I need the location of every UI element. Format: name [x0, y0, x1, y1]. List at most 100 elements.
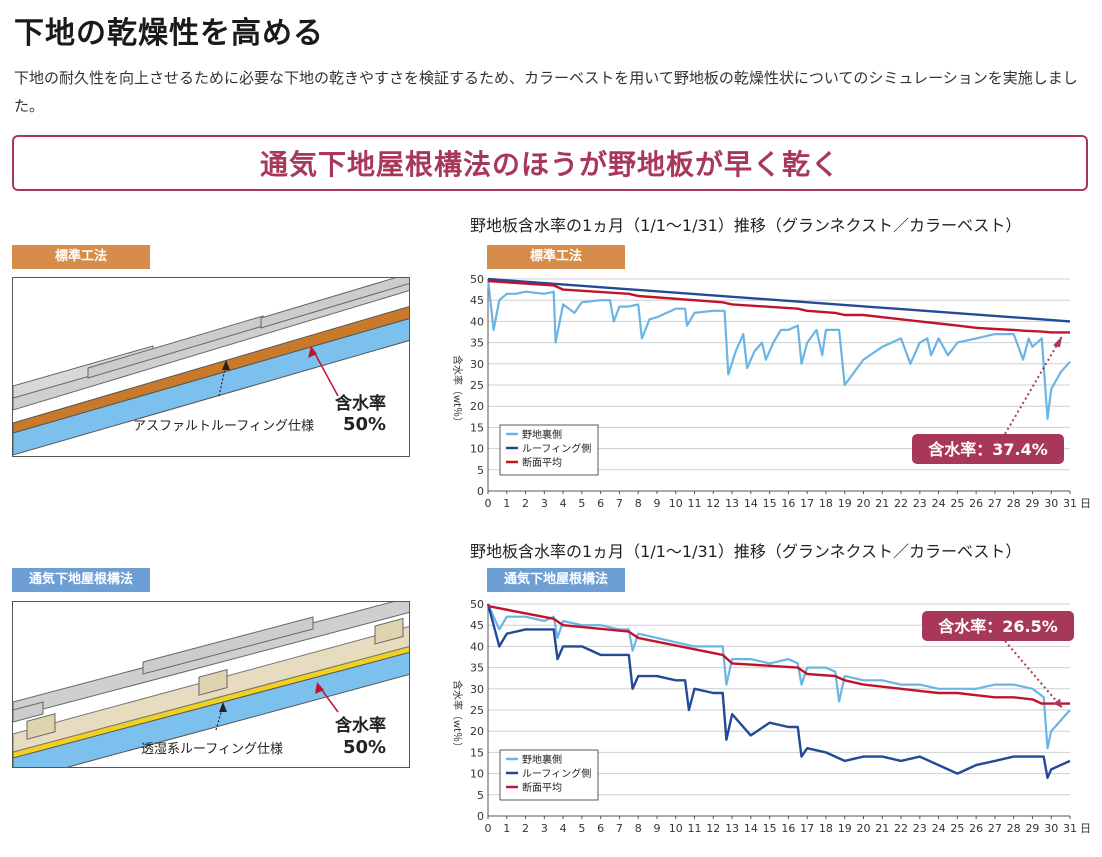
x-tick-label: 31	[1063, 822, 1077, 835]
x-tick-label: 20	[856, 497, 870, 510]
x-tick-label: 30	[1044, 497, 1058, 510]
x-tick-label: 13	[725, 822, 739, 835]
x-tick-label: 21	[875, 822, 889, 835]
x-tick-label: 27	[988, 497, 1002, 510]
annotation-box	[912, 434, 1064, 464]
y-tick-label: 30	[470, 683, 484, 696]
chart-standard-tag: 標準工法	[487, 245, 625, 269]
x-tick-label: 28	[1007, 822, 1021, 835]
x-tick-label: 22	[894, 497, 908, 510]
x-tick-label: 10	[669, 497, 683, 510]
x-tick-label: 30	[1044, 822, 1058, 835]
moisture-value: 50%	[343, 414, 386, 435]
x-tick-label: 17	[800, 822, 814, 835]
y-tick-label: 50	[470, 273, 484, 286]
roofing-spec-label: アスファルトルーフィング仕様	[133, 419, 314, 434]
x-tick-label: 12	[706, 822, 720, 835]
x-tick-label: 16	[781, 822, 795, 835]
x-tick-label: 17	[800, 497, 814, 510]
y-tick-label: 45	[470, 294, 484, 307]
x-unit-label: 日	[1080, 497, 1090, 510]
annotation-text: 含水率：26.5%	[938, 617, 1058, 636]
y-tick-label: 25	[470, 704, 484, 717]
x-tick-label: 25	[950, 822, 964, 835]
moisture-label: 含水率	[335, 715, 386, 736]
x-tick-label: 2	[522, 497, 529, 510]
y-tick-label: 20	[470, 725, 484, 738]
x-tick-label: 4	[560, 497, 567, 510]
x-tick-label: 8	[635, 497, 642, 510]
x-tick-label: 24	[932, 822, 946, 835]
x-tick-label: 6	[597, 497, 604, 510]
legend-label: 断面平均	[522, 456, 562, 469]
roofing-spec-label: 透湿系ルーフィング仕様	[141, 742, 283, 757]
x-tick-label: 16	[781, 497, 795, 510]
chart-title: 野地板含水率の1ヵ月（1/1〜1/31）推移（グランネクスト／カラーベスト）	[470, 216, 1022, 235]
y-tick-label: 10	[470, 443, 484, 456]
x-tick-label: 5	[578, 822, 585, 835]
y-tick-label: 25	[470, 379, 484, 392]
ventilated-roof-illustration: 透湿系ルーフィング仕様 含水率 50%	[13, 602, 409, 767]
x-tick-label: 2	[522, 822, 529, 835]
chart-ventilated-tag: 通気下地屋根構法	[487, 568, 625, 592]
series-line-3	[487, 604, 1070, 705]
chart-title: 野地板含水率の1ヵ月（1/1〜1/31）推移（グランネクスト／カラーベスト）	[470, 542, 1022, 561]
legend-label: 断面平均	[522, 781, 562, 794]
ventilated-roof-diagram: 透湿系ルーフィング仕様 含水率 50%	[12, 601, 410, 768]
x-tick-label: 3	[541, 822, 548, 835]
x-tick-label: 28	[1007, 497, 1021, 510]
y-tick-label: 40	[470, 640, 484, 653]
x-unit-label: 日	[1080, 822, 1090, 835]
x-tick-label: 18	[819, 822, 833, 835]
annotation-callout: 含水率：26.5%	[922, 611, 1074, 709]
y-tick-label: 40	[470, 315, 484, 328]
y-tick-label: 35	[470, 662, 484, 675]
x-tick-label: 0	[485, 497, 492, 510]
series-line-1	[486, 278, 1071, 420]
x-tick-label: 24	[932, 497, 946, 510]
x-tick-label: 19	[838, 497, 852, 510]
x-tick-label: 22	[894, 822, 908, 835]
annotation-box	[922, 611, 1074, 641]
annotation-arrowhead	[1053, 336, 1062, 348]
lead-paragraph: 下地の耐久性を向上させるために必要な下地の乾きやすさを検証するため、カラーベスト…	[14, 69, 1078, 115]
x-tick-label: 19	[838, 822, 852, 835]
conclusion-banner: 通気下地屋根構法のほうが野地板が早く乾く	[12, 135, 1088, 191]
x-tick-label: 14	[744, 497, 758, 510]
legend-label: ルーフィング側	[522, 767, 591, 780]
x-tick-label: 4	[560, 822, 567, 835]
moisture-label: 含水率	[335, 393, 386, 414]
x-tick-label: 11	[688, 822, 702, 835]
x-tick-label: 11	[688, 497, 702, 510]
y-tick-label: 5	[477, 464, 484, 477]
x-tick-label: 18	[819, 497, 833, 510]
x-tick-label: 13	[725, 497, 739, 510]
x-tick-label: 6	[597, 822, 604, 835]
moisture-value: 50%	[343, 737, 386, 758]
x-tick-label: 5	[578, 497, 585, 510]
x-tick-label: 21	[875, 497, 889, 510]
annotation-arrowhead	[1053, 698, 1062, 708]
ventilated-method-tag: 通気下地屋根構法	[12, 568, 150, 592]
standard-method-tag: 標準工法	[12, 245, 150, 269]
x-tick-label: 10	[669, 822, 683, 835]
series-line-2	[486, 603, 1071, 780]
series-line-3	[487, 279, 1070, 334]
y-tick-label: 20	[470, 400, 484, 413]
x-tick-label: 3	[541, 497, 548, 510]
y-tick-label: 30	[470, 358, 484, 371]
x-tick-label: 27	[988, 822, 1002, 835]
x-tick-label: 14	[744, 822, 758, 835]
annotation-callout: 含水率：37.4%	[912, 335, 1064, 464]
x-tick-label: 23	[913, 822, 927, 835]
y-axis-label: 含水率（wt％）	[451, 680, 464, 752]
x-tick-label: 7	[616, 497, 623, 510]
x-tick-label: 8	[635, 822, 642, 835]
series-line-1	[486, 603, 1071, 750]
y-tick-label: 10	[470, 768, 484, 781]
x-tick-label: 7	[616, 822, 623, 835]
